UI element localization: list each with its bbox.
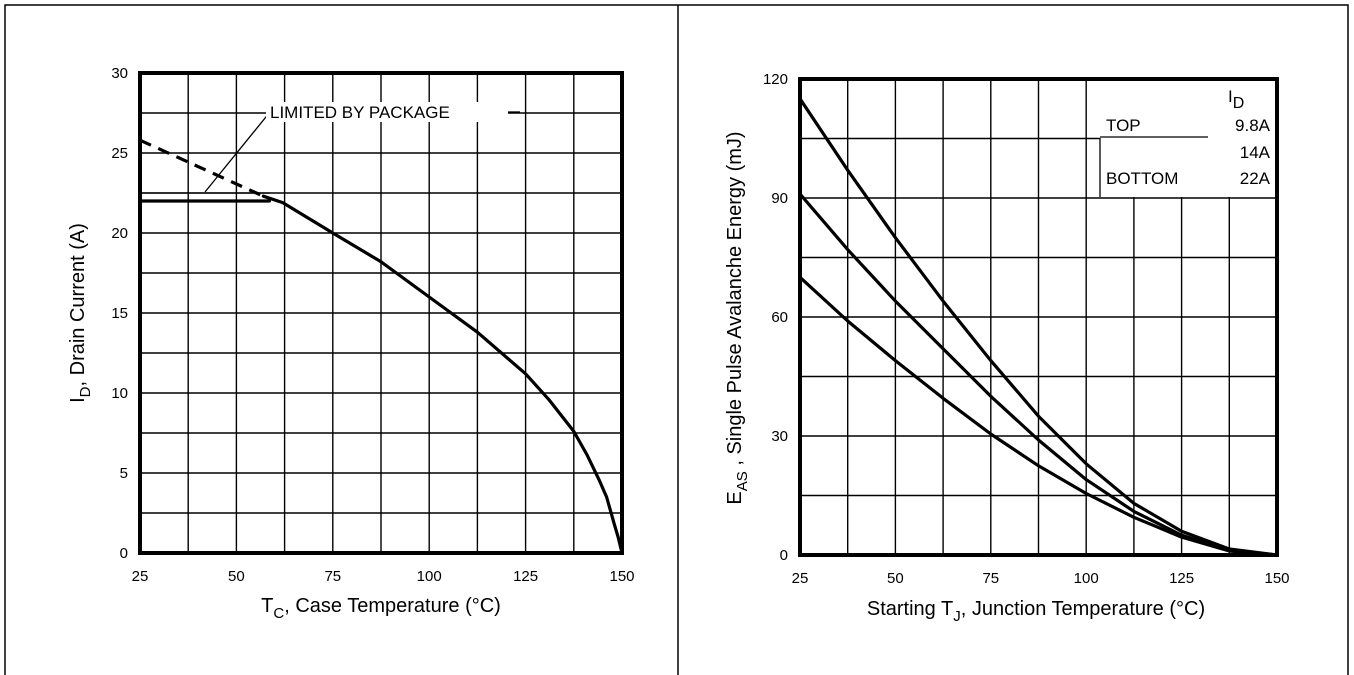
series-line-3 xyxy=(798,275,1279,557)
y-axis-label-main: E xyxy=(724,491,746,504)
tick-labels: 25 50 75 100 125 150 0 30 60 90 120 xyxy=(763,71,1290,587)
x-axis-label-rest: , Junction Temperature (°C) xyxy=(961,598,1205,620)
y-tick-label: 0 xyxy=(120,545,128,562)
y-tick-label: 90 xyxy=(771,190,788,207)
legend-box xyxy=(1100,79,1276,197)
x-axis-label-main: T xyxy=(261,595,273,617)
y-tick-label: 30 xyxy=(111,65,128,82)
x-tick-label: 25 xyxy=(792,570,809,587)
y-tick-label: 10 xyxy=(111,385,128,402)
series xyxy=(798,97,1279,557)
x-tick-label: 150 xyxy=(1264,570,1289,587)
y-tick-label: 25 xyxy=(111,145,128,162)
x-axis-label: Starting TJ, Junction Temperature (°C) xyxy=(867,598,1205,625)
tick-labels: 25 50 75 100 125 150 0 5 10 15 20 25 30 xyxy=(111,65,634,585)
legend-row-bottom-label: BOTTOM xyxy=(1106,169,1178,188)
annotation-background xyxy=(266,102,508,122)
series xyxy=(138,138,624,555)
x-tick-label: 50 xyxy=(887,570,904,587)
y-tick-label: 5 xyxy=(120,465,128,482)
y-tick-label: 20 xyxy=(111,225,128,242)
grid xyxy=(140,73,622,553)
x-axis-label: TC, Case Temperature (°C) xyxy=(261,595,501,622)
y-axis-label-sub: AS xyxy=(734,471,751,491)
x-tick-label: 150 xyxy=(609,568,634,585)
y-tick-label: 15 xyxy=(111,305,128,322)
annotation-leader-line xyxy=(204,111,271,193)
legend-header-sub: D xyxy=(1233,95,1245,112)
annotation-limited-by-package: LIMITED BY PACKAGE xyxy=(270,103,450,122)
plot-area-frame xyxy=(138,71,624,555)
series-line-1 xyxy=(798,97,1279,557)
y-tick-label: 60 xyxy=(771,309,788,326)
x-axis-label-rest: , Case Temperature (°C) xyxy=(284,595,501,617)
legend-header: ID xyxy=(1228,87,1244,112)
legend-row-top-label: TOP xyxy=(1106,116,1141,135)
legend-row-middle-value: 14A xyxy=(1240,143,1271,162)
x-axis-label-sub: C xyxy=(273,605,284,622)
x-tick-label: 125 xyxy=(513,568,538,585)
x-tick-label: 125 xyxy=(1169,570,1194,587)
page-border xyxy=(4,4,1349,675)
plot-area-frame xyxy=(798,77,1279,557)
y-tick-label: 0 xyxy=(780,547,788,564)
y-axis-label-sub: D xyxy=(77,386,94,397)
x-tick-label: 75 xyxy=(324,568,341,585)
avalanche-energy-chart: 25 50 75 100 125 150 0 30 60 90 120 ID TOP 9.8A 14… xyxy=(724,71,1290,625)
legend-header-main: I xyxy=(1228,87,1233,106)
y-axis-label-rest: , Single Pulse Avalanche Energy (mJ) xyxy=(724,131,746,471)
x-tick-label: 100 xyxy=(417,568,442,585)
y-axis-label: EAS , Single Pulse Avalanche Energy (mJ) xyxy=(724,131,751,504)
x-tick-label: 75 xyxy=(982,570,999,587)
x-tick-label: 50 xyxy=(228,568,245,585)
x-tick-label: 25 xyxy=(132,568,149,585)
grid xyxy=(800,79,1277,555)
legend-row-bottom-value: 22A xyxy=(1240,169,1271,188)
y-tick-label: 30 xyxy=(771,428,788,445)
series-line-dashed xyxy=(139,138,265,198)
y-axis-label-rest: , Drain Current (A) xyxy=(67,223,89,386)
x-tick-label: 100 xyxy=(1074,570,1099,587)
x-axis-label-pre: Starting T xyxy=(867,598,953,620)
y-tick-label: 120 xyxy=(763,71,788,88)
drain-current-chart: 25 50 75 100 125 150 0 5 10 15 20 25 30 LIMITED BY P… xyxy=(67,65,635,622)
series-line-1 xyxy=(261,194,624,555)
legend-row-top-value: 9.8A xyxy=(1235,116,1271,135)
y-axis-label: ID, Drain Current (A) xyxy=(67,223,94,403)
y-axis-label-main: I xyxy=(67,397,89,403)
x-axis-label-sub: J xyxy=(953,608,961,625)
